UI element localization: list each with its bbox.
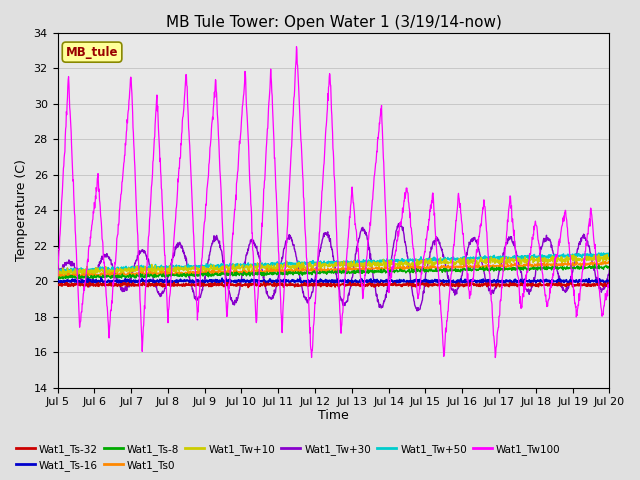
Text: MB_tule: MB_tule: [66, 46, 118, 59]
Y-axis label: Temperature (C): Temperature (C): [15, 159, 28, 261]
X-axis label: Time: Time: [318, 409, 349, 422]
Legend: Wat1_Ts-32, Wat1_Ts-16, Wat1_Ts-8, Wat1_Ts0, Wat1_Tw+10, Wat1_Tw+30, Wat1_Tw+50,: Wat1_Ts-32, Wat1_Ts-16, Wat1_Ts-8, Wat1_…: [12, 439, 565, 475]
Title: MB Tule Tower: Open Water 1 (3/19/14-now): MB Tule Tower: Open Water 1 (3/19/14-now…: [166, 15, 501, 30]
